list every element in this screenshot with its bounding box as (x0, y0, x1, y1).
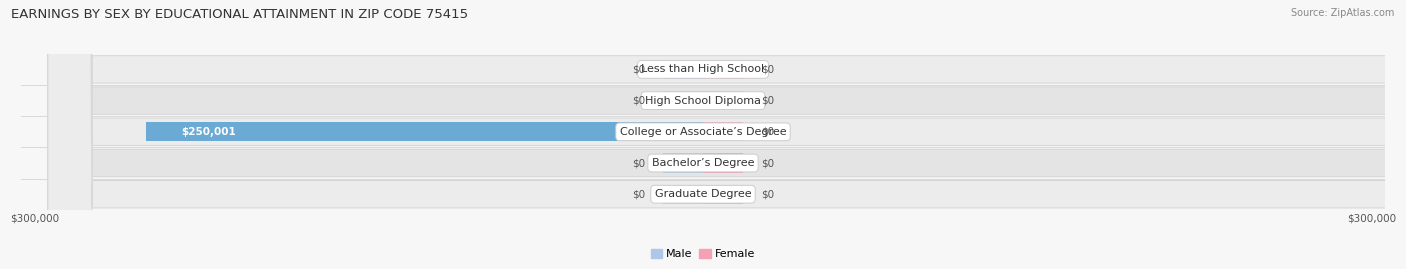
Text: Less than High School: Less than High School (641, 64, 765, 75)
Text: $0: $0 (761, 64, 775, 75)
Legend: Male, Female: Male, Female (647, 244, 759, 264)
Bar (662, 91, 703, 110)
Text: $250,001: $250,001 (181, 127, 236, 137)
Bar (703, 122, 744, 141)
FancyBboxPatch shape (48, 0, 1406, 269)
Text: $0: $0 (631, 189, 645, 199)
Text: $0: $0 (761, 95, 775, 106)
FancyBboxPatch shape (48, 0, 1406, 269)
Bar (662, 60, 703, 79)
Text: Graduate Degree: Graduate Degree (655, 189, 751, 199)
FancyBboxPatch shape (48, 0, 1406, 269)
Text: $0: $0 (631, 158, 645, 168)
Text: High School Diploma: High School Diploma (645, 95, 761, 106)
Bar (703, 91, 744, 110)
Bar (662, 185, 703, 204)
Text: Bachelor’s Degree: Bachelor’s Degree (652, 158, 754, 168)
Bar (662, 153, 703, 173)
Text: Source: ZipAtlas.com: Source: ZipAtlas.com (1291, 8, 1395, 18)
Bar (703, 153, 744, 173)
Text: $0: $0 (761, 127, 775, 137)
FancyBboxPatch shape (48, 0, 1406, 269)
Text: EARNINGS BY SEX BY EDUCATIONAL ATTAINMENT IN ZIP CODE 75415: EARNINGS BY SEX BY EDUCATIONAL ATTAINMEN… (11, 8, 468, 21)
Text: $0: $0 (761, 189, 775, 199)
Bar (703, 60, 744, 79)
FancyBboxPatch shape (48, 0, 1406, 269)
Text: $0: $0 (631, 95, 645, 106)
Text: College or Associate’s Degree: College or Associate’s Degree (620, 127, 786, 137)
Text: $0: $0 (631, 64, 645, 75)
Text: $0: $0 (761, 158, 775, 168)
Bar (146, 122, 703, 141)
Bar (703, 185, 744, 204)
